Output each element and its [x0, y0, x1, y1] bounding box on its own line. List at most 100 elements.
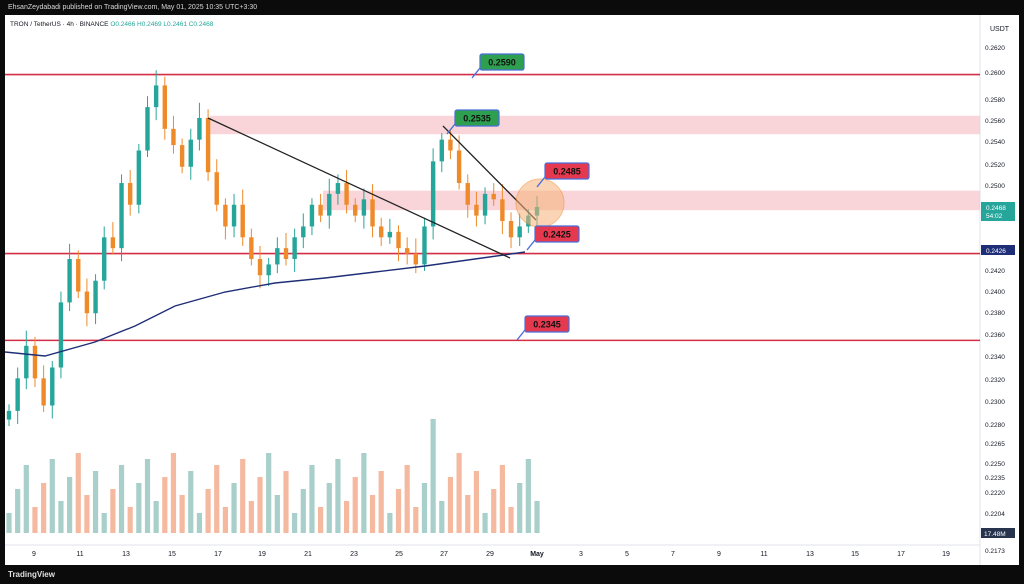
candle-body [249, 237, 254, 259]
volume-label: 17.48M [984, 531, 1006, 538]
volume-bar [118, 465, 125, 533]
candle-body [318, 204, 323, 216]
level-tag-label: 0.2590 [488, 58, 516, 68]
chart-svg[interactable]: 0.2590 0.2535 0.2485 0.2425 0.2345 0.2620 0.26… [5, 15, 1019, 565]
level-tag [534, 225, 580, 243]
candle-body [32, 345, 38, 379]
volume-bar [162, 477, 168, 533]
price-tick-label: 0.2220 [985, 490, 1005, 497]
price-tick-label: 0.2580 [985, 97, 1005, 104]
price-tick-label: 0.2520 [985, 162, 1005, 169]
highlight-circle [515, 178, 565, 228]
volume-bar [49, 459, 55, 533]
price-axis-panel [980, 15, 1019, 565]
publisher-text: EhsanZeydabadi published on TradingView.… [8, 4, 258, 11]
volume-bar [66, 477, 73, 533]
time-tick-label: 13 [122, 551, 130, 558]
volume-bar [32, 507, 38, 533]
volume-bar [430, 419, 436, 533]
time-tick-label: 21 [304, 551, 312, 558]
ohlc-values: O0.2466 H0.2469 L0.2461 C0.2468 [110, 21, 214, 28]
volume-bar [473, 471, 480, 533]
time-tick-label: 11 [76, 551, 83, 558]
candle-body [266, 264, 271, 276]
level-tag-label: 0.2485 [553, 167, 581, 177]
volume-bar [248, 501, 254, 533]
descending-trendline [207, 117, 511, 259]
ma-price-label: 0.2426 [986, 248, 1006, 255]
candle-body [396, 231, 401, 249]
candle-body [50, 367, 55, 406]
candle-body [517, 226, 522, 238]
candle-body [102, 237, 107, 281]
candle-body [179, 145, 185, 167]
volume-bar [283, 471, 289, 533]
candle-body [413, 253, 419, 265]
volume-bar [92, 471, 99, 533]
volume-bar [15, 489, 21, 533]
volume-bar [222, 507, 228, 533]
volume-bar [447, 477, 454, 533]
currency-label: USDT [990, 26, 1010, 33]
volume-bar [335, 459, 341, 533]
level-pointer [471, 67, 481, 79]
volume-bar [378, 471, 384, 533]
level-tag [524, 315, 570, 333]
time-tick-label: 17 [897, 551, 905, 558]
time-tick-label: 15 [168, 551, 176, 558]
volume-bar [6, 513, 12, 533]
candle-body [275, 248, 280, 265]
candle-body [136, 150, 142, 205]
candle-body [283, 248, 289, 259]
candle-body [6, 410, 12, 420]
time-tick-label: 27 [440, 551, 448, 558]
time-tick-label: 23 [350, 551, 358, 558]
level-tag [479, 53, 525, 71]
candle-body [448, 139, 453, 151]
candle-body [93, 280, 98, 314]
candle-body [482, 193, 488, 216]
price-tick-label: 0.2300 [985, 399, 1005, 406]
candle-body [110, 237, 116, 249]
price-tick-label: 0.2540 [985, 139, 1005, 146]
level-pointer [516, 329, 526, 341]
volume-bar [58, 501, 64, 533]
time-tick-label: 3 [579, 551, 583, 558]
volume-bar [257, 477, 263, 533]
volume-bar [179, 495, 185, 533]
last-price-tag [981, 202, 1015, 221]
candle-body [153, 85, 159, 108]
candle-body [119, 183, 124, 249]
candle-body [58, 302, 64, 368]
candle-body [500, 199, 505, 222]
candle-body [257, 259, 263, 276]
price-tick-label: 0.2380 [985, 310, 1005, 317]
level-tag-label: 0.2345 [533, 320, 561, 330]
level-tag [544, 162, 590, 180]
volume-bar [188, 471, 194, 533]
candle-body [214, 172, 219, 205]
time-tick-label: 25 [395, 551, 403, 558]
price-tick-label: 0.2280 [985, 422, 1005, 429]
price-tick-label: 0.2340 [985, 354, 1005, 361]
time-tick-label: 19 [258, 551, 266, 558]
price-tick-label: 0.2560 [985, 118, 1005, 125]
time-tick-label: 15 [851, 551, 859, 558]
candle-body [41, 378, 46, 406]
volume-bar [196, 513, 203, 533]
candle-body [335, 183, 341, 194]
volume-bar [395, 489, 402, 533]
chart-frame[interactable]: 0.2590 0.2535 0.2485 0.2425 0.2345 0.2620 0.26… [5, 15, 1019, 565]
symbol-legend: TRON / TetherUS · 4h · BINANCE O0.2466 H… [10, 21, 213, 28]
volume-bar [110, 489, 116, 533]
candle-body [422, 226, 427, 265]
candle-body [84, 291, 90, 314]
footer-bar: TradingView [0, 566, 1024, 584]
volume-bar [404, 465, 410, 533]
volume-bar [352, 477, 358, 533]
candle-body [404, 248, 410, 254]
tradingview-logo-text: TradingView [8, 570, 55, 579]
candle-body [171, 128, 176, 146]
volume-bar [525, 459, 531, 533]
volume-bar [266, 453, 272, 533]
